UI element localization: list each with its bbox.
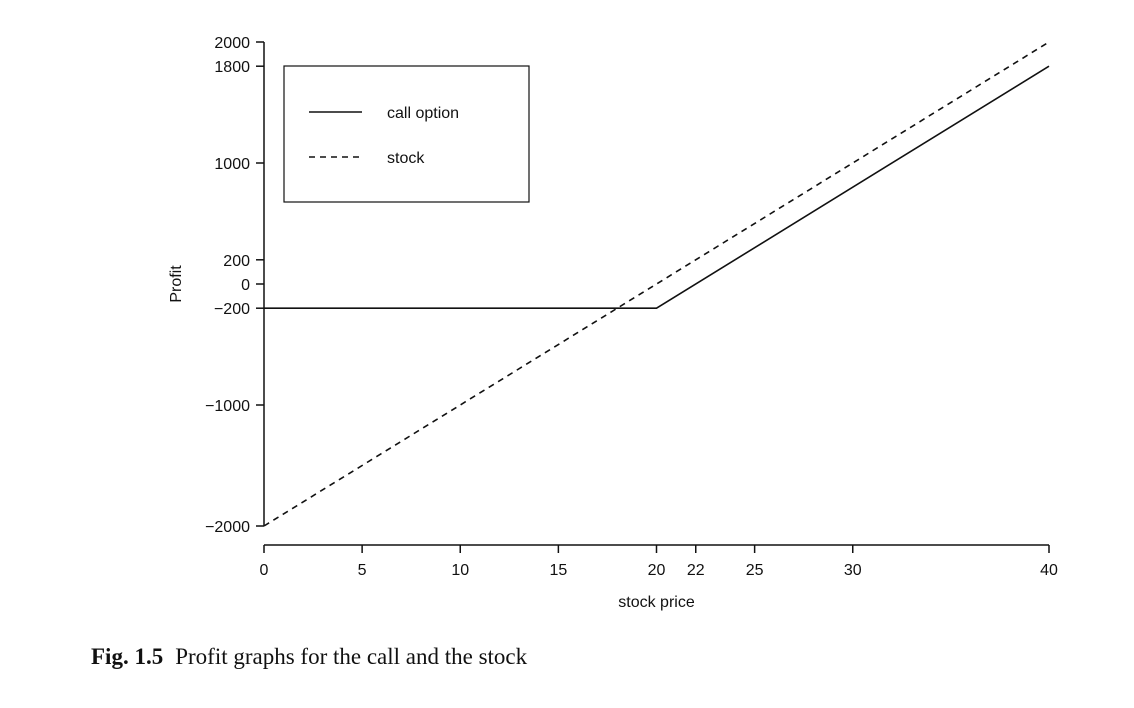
y-tick-label: 0 (241, 277, 250, 294)
x-tick-label: 0 (260, 562, 269, 579)
figure-caption-label: Fig. 1.5 (91, 644, 164, 669)
y-tick-label: 200 (223, 253, 250, 270)
legend-label-call-option: call option (387, 105, 459, 122)
x-tick-label: 22 (687, 562, 705, 579)
x-tick-label: 40 (1040, 562, 1058, 579)
legend: call option stock (283, 65, 530, 203)
series-line-call-option (264, 65, 1050, 310)
y-tick-label: 1800 (214, 59, 250, 76)
x-axis-label: stock price (618, 594, 695, 611)
x-tick-label: 10 (451, 562, 469, 579)
y-axis-label: Profit (168, 265, 185, 303)
figure-caption: Fig. 1.5 Profit graphs for the call and t… (91, 644, 527, 670)
x-tick-label: 30 (844, 562, 862, 579)
series-lines (263, 41, 1050, 527)
y-tick-label: 1000 (214, 156, 250, 173)
x-tick-label: 25 (746, 562, 764, 579)
x-tick-label: 20 (648, 562, 666, 579)
figure-caption-text: Profit graphs for the call and the stock (175, 644, 528, 669)
y-tick-label: 2000 (214, 35, 250, 52)
legend-label-stock: stock (387, 150, 425, 167)
y-tick-label: −200 (214, 301, 250, 318)
legend-box (283, 65, 530, 203)
x-tick-label: 5 (358, 562, 367, 579)
x-tick-label: 15 (549, 562, 567, 579)
y-tick-label: −2000 (205, 519, 250, 536)
y-tick-label: −1000 (205, 398, 250, 415)
